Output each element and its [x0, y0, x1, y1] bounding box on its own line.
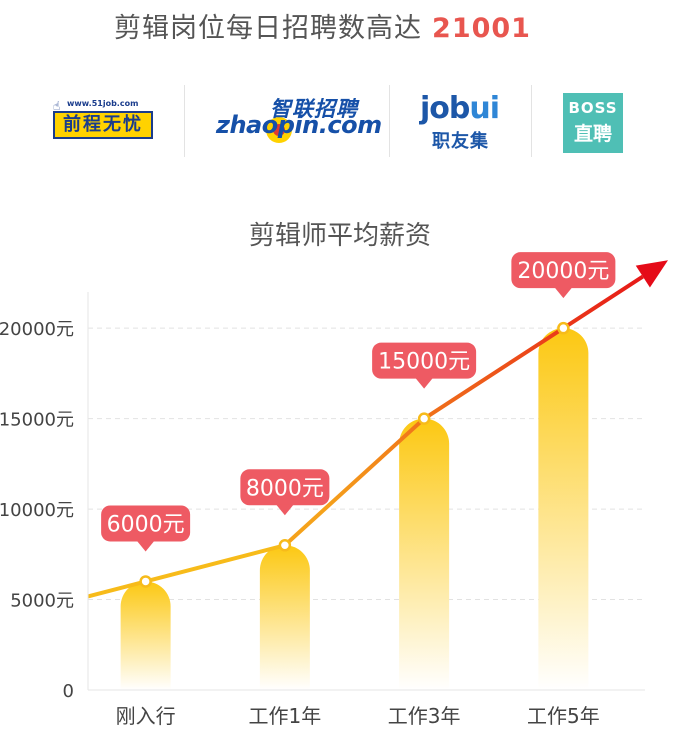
arrow-head-icon	[635, 260, 668, 288]
headline: 剪辑岗位每日招聘数高达 21001	[0, 6, 645, 45]
data-label: 20000元	[517, 259, 609, 284]
trend-line-arrow	[283, 274, 644, 547]
x-tick-label: 工作5年	[527, 704, 600, 728]
trend-line-start	[87, 543, 286, 599]
job51-logo[interactable]: ☝ www.51job.com 前程无忧	[53, 99, 153, 141]
headline-count: 21001	[432, 13, 531, 44]
bars	[120, 328, 589, 690]
y-tick-label: 15000元	[0, 410, 74, 431]
logo-divider	[389, 85, 390, 157]
job51-name: 前程无忧	[53, 111, 153, 139]
zhaopin-logo[interactable]: 智联招聘 zhaopin.com	[212, 93, 382, 149]
chart-title: 剪辑师平均薪资	[249, 221, 431, 251]
bar	[538, 328, 589, 690]
trend-line	[87, 260, 668, 599]
job51-url: www.51job.com	[67, 99, 139, 108]
data-label: 15000元	[378, 350, 470, 375]
recruitment-logos: ☝ www.51job.com 前程无忧 智联招聘 zhaopin.com jo…	[0, 85, 685, 157]
jobui-en-accent: ui	[469, 91, 500, 126]
bar	[120, 581, 171, 690]
data-label-pointer	[136, 540, 155, 552]
data-label-bubble	[372, 342, 477, 379]
bar	[399, 418, 450, 690]
jobui-logo[interactable]: jobui 职友集	[420, 91, 504, 152]
zhaopin-en: zhaopin.com	[216, 111, 382, 139]
hand-icon: ☝	[53, 99, 61, 113]
data-label-pointer	[554, 287, 573, 299]
y-tick-label: 10000元	[0, 500, 74, 521]
headline-text: 剪辑岗位每日招聘数高达	[114, 13, 423, 44]
data-label-pointer	[275, 504, 294, 516]
bar	[259, 545, 310, 690]
boss-en: BOSS	[568, 99, 618, 117]
boss-logo[interactable]: BOSS 直聘	[563, 93, 623, 153]
x-tick-label: 刚入行	[116, 704, 176, 728]
data-labels: 6000元 8000元 15000元 20000元	[101, 252, 616, 552]
data-point	[557, 321, 570, 335]
data-label-bubble	[240, 469, 330, 506]
data-point	[278, 539, 292, 552]
jobui-en: jobui	[420, 91, 500, 126]
logo-divider	[531, 85, 532, 157]
y-tick-label: 5000元	[10, 591, 74, 612]
logo-divider	[184, 85, 185, 157]
data-label-bubble	[511, 252, 616, 289]
data-label-bubble	[101, 505, 191, 542]
zhaopin-cn: 智联招聘	[270, 97, 358, 121]
jobui-cn: 职友集	[432, 131, 489, 152]
boss-cn: 直聘	[573, 123, 612, 145]
y-tick-label: 20000元	[0, 319, 74, 340]
data-label-pointer	[415, 377, 434, 389]
jobui-en-main: job	[420, 91, 470, 126]
x-tick-label: 工作1年	[249, 704, 322, 728]
y-tick-label: 0	[63, 681, 74, 702]
x-tick-label: 工作3年	[388, 704, 461, 728]
zhaopin-dot-icon	[266, 117, 292, 143]
data-point	[139, 575, 152, 588]
data-point	[417, 412, 431, 425]
data-label: 6000元	[107, 512, 185, 537]
data-label: 8000元	[246, 476, 324, 501]
